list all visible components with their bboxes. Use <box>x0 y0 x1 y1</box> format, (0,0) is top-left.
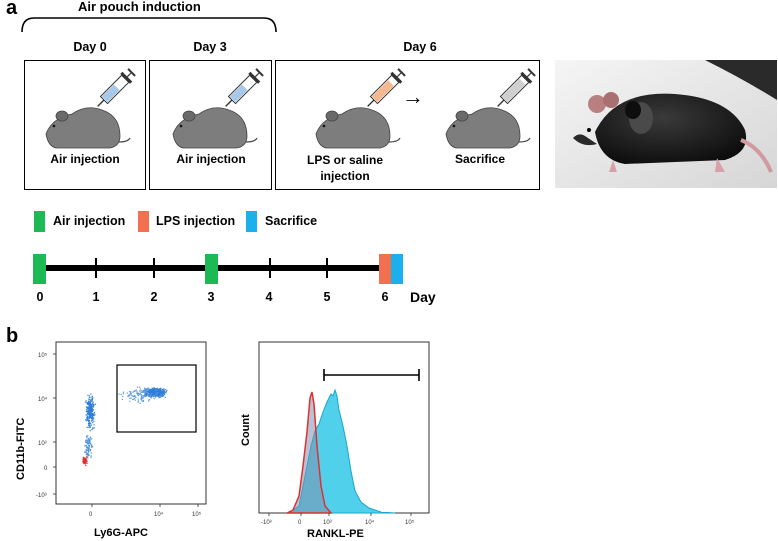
scatter-xtick-0: 0 <box>89 512 93 518</box>
timeline-marker-air-day0 <box>33 254 46 284</box>
hist-xtick-0: -10³ <box>261 520 272 526</box>
legend-label-lps: LPS injection <box>156 214 236 228</box>
legend-swatch-lps <box>138 211 149 232</box>
legend-swatch-air <box>34 211 45 232</box>
scatter-ytick-3: 0 <box>44 466 48 472</box>
timeline-marker-lps-day6 <box>379 254 391 284</box>
hist-ylabel: Count <box>240 414 252 446</box>
process-arrow: → <box>402 84 424 109</box>
panel-a-letter: a <box>6 0 18 19</box>
day-title-6: Day 6 <box>403 40 437 54</box>
scatter-ytick-4: -10³ <box>36 493 47 499</box>
legend-label-sacrifice: Sacrifice <box>265 214 318 228</box>
induction-label: Air pouch induction <box>78 0 201 14</box>
hist-xtick-4: 10⁵ <box>405 519 415 526</box>
timeline-tick-6: 6 <box>381 290 389 304</box>
step-label-lps: LPS or saline injection <box>306 153 384 183</box>
mouse-photo <box>555 60 777 188</box>
scatter-xtick-1: 10⁴ <box>154 511 164 518</box>
scatter-xlabel: Ly6G-APC <box>94 527 148 539</box>
panel-b-letter: b <box>6 325 19 347</box>
day-title-3: Day 3 <box>193 40 227 54</box>
timeline-marker-sacrifice-day6 <box>391 254 403 284</box>
legend-swatch-sacrifice <box>246 211 257 232</box>
step-label-air-3: Air injection <box>176 152 246 166</box>
scatter-xtick-2: 10⁵ <box>192 511 202 518</box>
hist-xtick-1: 0 <box>298 520 302 526</box>
timeline <box>33 254 403 284</box>
positive-gate-bar <box>323 369 420 381</box>
histogram-control-curve <box>286 391 333 514</box>
induction-bracket <box>21 17 277 33</box>
timeline-unit: Day <box>410 289 436 305</box>
scatter-ytick-2: 10³ <box>38 441 47 447</box>
scatter-ytick-1: 10⁴ <box>38 396 48 403</box>
mouse-illustrations <box>45 68 536 149</box>
timeline-tick-5: 5 <box>323 290 331 304</box>
timeline-tick-1: 1 <box>92 290 100 304</box>
hist-xlabel: RANKL-PE <box>307 528 364 540</box>
histogram-plot: -10³ 0 10³ 10⁴ 10⁵ Count RANKL-PE <box>240 341 430 540</box>
scatter-plot: 10⁵ 10⁴ 10³ 0 -10³ 0 10⁴ 10⁵ CD11b-FITC … <box>15 341 207 539</box>
timeline-tick-4: 4 <box>265 290 273 304</box>
step-label-sacrifice: Sacrifice <box>454 152 506 166</box>
timeline-marker-air-day3 <box>205 254 218 284</box>
timeline-tick-0: 0 <box>36 290 44 304</box>
day-title-0: Day 0 <box>73 40 107 54</box>
hist-xtick-3: 10⁴ <box>365 519 375 526</box>
step-label-air-0: Air injection <box>50 152 120 166</box>
legend-label-air: Air injection <box>53 214 126 228</box>
timeline-tick-2: 2 <box>150 290 158 304</box>
timeline-tick-3: 3 <box>207 290 215 304</box>
gate-box <box>116 364 197 433</box>
scatter-ytick-0: 10⁵ <box>38 352 48 359</box>
hist-xtick-2: 10³ <box>323 520 332 526</box>
scatter-ylabel: CD11b-FITC <box>15 418 27 480</box>
